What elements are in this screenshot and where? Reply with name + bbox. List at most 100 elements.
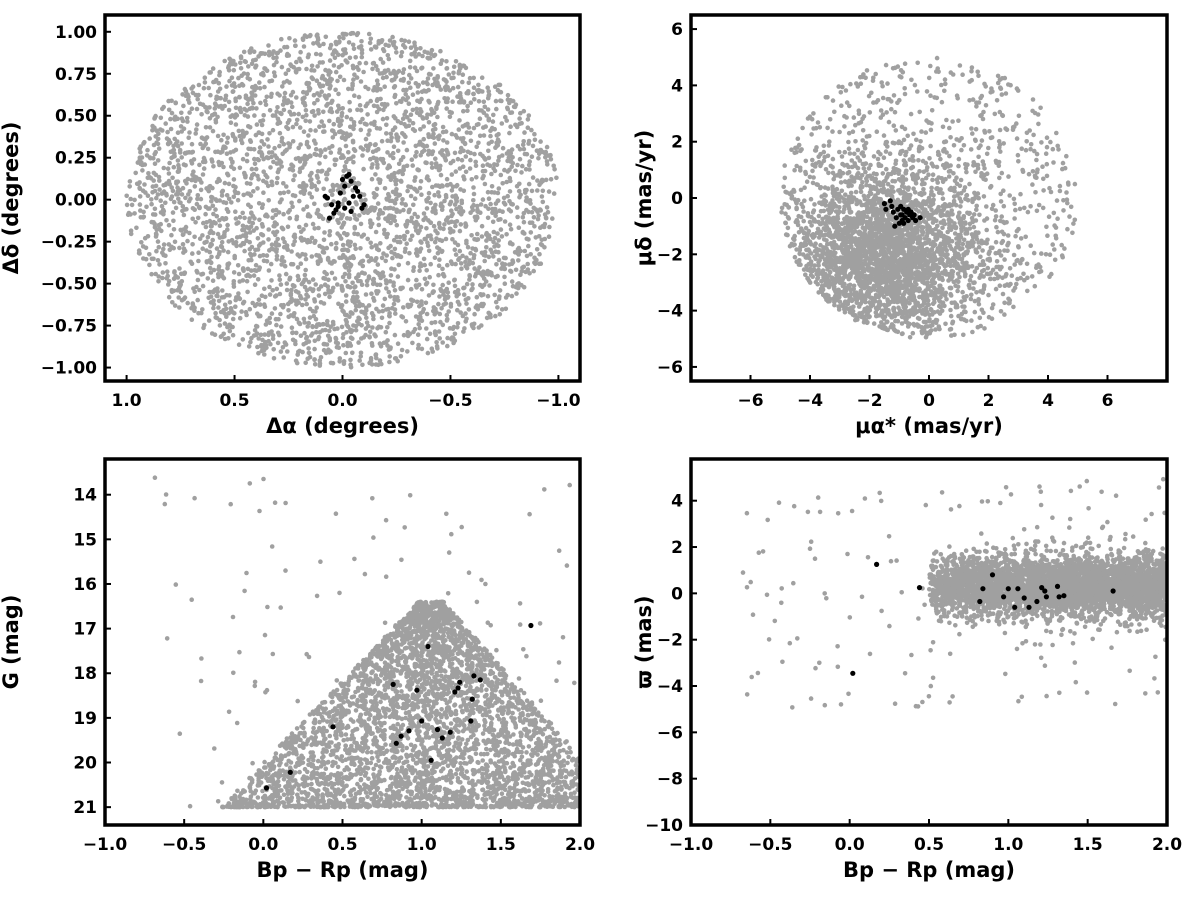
field-point <box>261 142 267 147</box>
field-point <box>332 276 338 281</box>
field-point <box>225 172 231 178</box>
field-point <box>211 112 217 117</box>
field-point <box>417 185 423 191</box>
field-point <box>405 229 410 235</box>
field-point <box>212 101 218 106</box>
field-point <box>215 231 221 237</box>
field-point <box>210 195 215 200</box>
field-point <box>214 246 220 251</box>
field-point <box>303 222 309 228</box>
field-point <box>529 154 535 159</box>
field-point <box>254 225 259 231</box>
field-point <box>493 313 498 319</box>
field-point <box>461 99 467 104</box>
field-point <box>290 330 296 335</box>
field-point <box>213 315 218 320</box>
field-point <box>320 216 326 222</box>
field-point <box>373 64 379 69</box>
field-point <box>124 193 129 199</box>
field-point <box>314 78 320 83</box>
field-point <box>513 267 519 273</box>
field-point <box>206 295 211 301</box>
field-point <box>480 197 486 202</box>
field-point <box>289 249 294 254</box>
field-point <box>546 189 552 194</box>
field-point <box>417 304 422 309</box>
field-point <box>413 154 418 159</box>
field-point <box>376 216 381 221</box>
field-point <box>389 266 394 272</box>
field-point <box>214 179 220 185</box>
field-point <box>481 133 487 138</box>
field-point <box>169 185 174 190</box>
field-point <box>492 190 497 195</box>
field-point <box>426 190 432 196</box>
field-point <box>200 145 205 151</box>
field-point <box>384 131 389 136</box>
field-point <box>296 145 302 151</box>
field-point <box>931 252 936 257</box>
field-point <box>516 225 522 230</box>
field-point <box>449 208 454 213</box>
field-point <box>415 90 421 95</box>
field-point <box>134 225 139 231</box>
field-point <box>243 174 248 180</box>
field-point <box>348 335 354 341</box>
field-point <box>427 274 433 280</box>
field-point <box>1037 269 1042 275</box>
field-point <box>409 52 414 57</box>
field-point <box>169 244 174 250</box>
field-point <box>1028 146 1033 152</box>
field-point <box>165 273 170 279</box>
field-point <box>227 78 232 84</box>
field-point <box>537 182 542 188</box>
field-point <box>433 228 438 233</box>
field-point <box>480 303 485 309</box>
field-point <box>435 101 440 107</box>
field-point <box>221 331 226 337</box>
field-point <box>414 277 419 283</box>
field-point <box>452 240 458 245</box>
field-point <box>303 267 309 273</box>
field-point <box>313 316 319 322</box>
field-point <box>241 192 246 198</box>
field-point <box>424 280 430 286</box>
field-point <box>976 195 981 201</box>
field-point <box>181 103 186 109</box>
field-point <box>411 202 416 208</box>
field-point <box>1018 191 1023 197</box>
field-point <box>496 186 502 191</box>
field-point <box>375 97 380 102</box>
field-point <box>328 360 334 366</box>
field-point <box>327 108 333 114</box>
field-point <box>365 253 370 259</box>
field-point <box>521 108 527 114</box>
field-point <box>494 106 499 112</box>
field-point <box>302 284 308 290</box>
field-point <box>534 247 540 252</box>
field-point <box>231 279 237 284</box>
field-point <box>196 250 201 255</box>
field-point <box>153 183 159 189</box>
field-point <box>297 125 303 130</box>
field-point <box>502 262 508 267</box>
field-point <box>337 359 343 364</box>
field-point <box>181 296 186 302</box>
field-point <box>885 171 891 177</box>
field-point <box>137 146 142 151</box>
field-point <box>465 108 470 113</box>
field-point <box>324 176 329 182</box>
field-point <box>227 300 233 305</box>
field-point <box>190 301 195 306</box>
field-point <box>514 291 519 296</box>
field-point <box>271 347 277 352</box>
field-point <box>211 211 216 217</box>
field-point <box>244 108 249 113</box>
field-point <box>331 63 337 68</box>
field-point <box>375 82 381 87</box>
field-point <box>910 154 915 159</box>
field-point <box>380 75 386 81</box>
field-point <box>253 166 259 172</box>
field-point <box>457 228 463 234</box>
field-point <box>486 155 492 161</box>
